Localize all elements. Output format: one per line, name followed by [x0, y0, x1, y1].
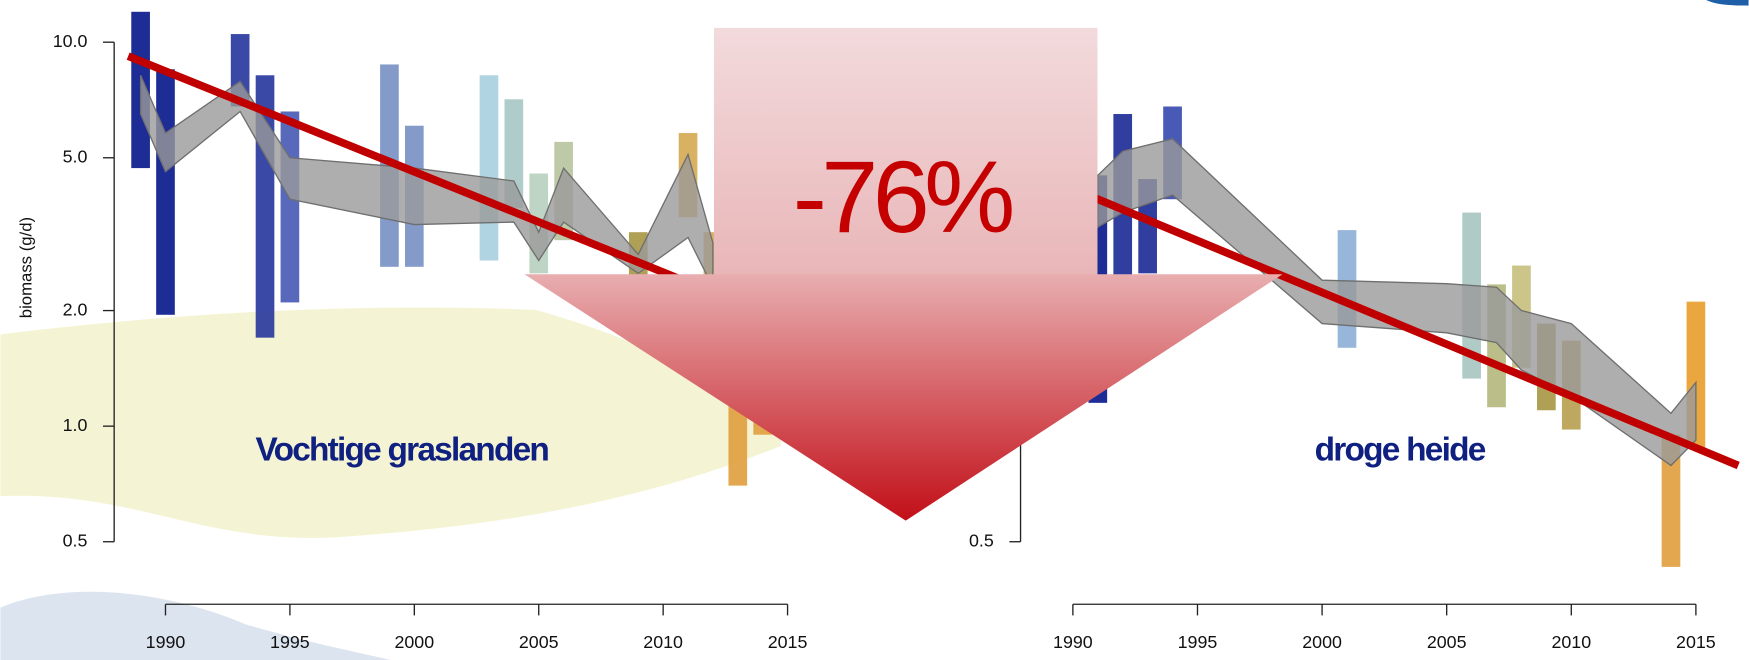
panel-title: Vochtige graslanden [256, 431, 549, 468]
arrow-label: -76% [793, 139, 1012, 254]
range-bar [479, 75, 499, 261]
y-tick-label: 1.0 [63, 415, 88, 435]
x-tick-label: 1990 [146, 632, 186, 652]
y-tick-label: 5.0 [63, 146, 88, 166]
range-bar [280, 111, 300, 303]
y-axis-label: biomass (g/d) [17, 217, 36, 318]
x-tick-label: 2000 [1302, 632, 1342, 652]
x-tick-label: 2010 [643, 632, 683, 652]
panel-title: droge heide [1315, 431, 1486, 468]
trend-line [1021, 164, 1740, 470]
x-tick-label: 1995 [270, 632, 310, 652]
plots [103, 11, 1740, 567]
x-tick-label: 2005 [519, 632, 559, 652]
arrow: -76% [524, 27, 1283, 521]
trend-line [126, 52, 740, 307]
x-tick-label: 1995 [1178, 632, 1218, 652]
x-tick-label: 2010 [1551, 632, 1591, 652]
range-bar [728, 405, 748, 486]
x-tick-label: 2005 [1427, 632, 1467, 652]
range-band [1097, 138, 1697, 467]
y-tick-label: 10.0 [53, 31, 88, 51]
x-tick-label: 2000 [394, 632, 434, 652]
x-tick-label: 1990 [1053, 632, 1093, 652]
x-tick-label: 2015 [1676, 632, 1716, 652]
x-tick-label: 2015 [768, 632, 808, 652]
range-bar [1661, 434, 1681, 567]
y-tick-label: 0.5 [63, 530, 88, 550]
range-bar [156, 69, 175, 315]
labels: 0.5 1.0 2.0 5.0 10.0 1990 1995 2000 2005 2010 2015… [17, 31, 1716, 652]
arrow-shaft [713, 27, 1098, 276]
arrow-head [524, 274, 1283, 521]
y-tick-label: 2.0 [63, 299, 88, 319]
y-tick-label: 0.5 [969, 530, 994, 550]
